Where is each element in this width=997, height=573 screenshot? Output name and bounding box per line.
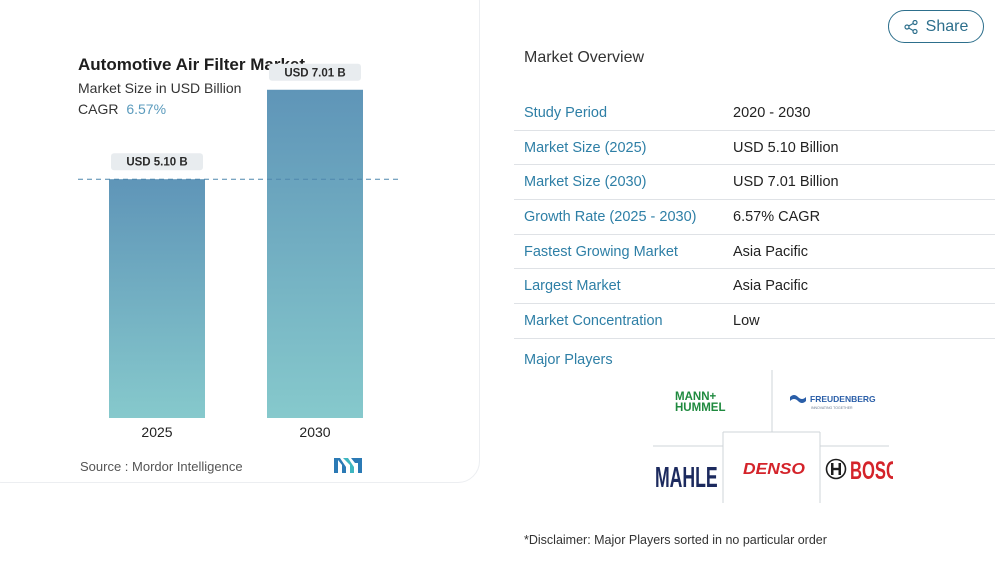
bosch-logo: BOSCH — [825, 457, 893, 485]
cagr-label: CAGR — [78, 101, 119, 117]
share-icon — [904, 19, 918, 34]
overview-label: Largest Market — [524, 278, 621, 295]
overview-value: 6.57% CAGR — [733, 208, 821, 225]
bar-2030 — [267, 89, 363, 418]
svg-text:MANN+: MANN+ — [675, 391, 716, 403]
chart-cagr: CAGR 6.57% — [78, 101, 166, 117]
chart-title: Automotive Air Filter Market — [78, 55, 306, 74]
svg-text:HUMMEL: HUMMEL — [675, 402, 725, 414]
overview-value: Low — [733, 312, 760, 329]
x-tick-label: 2030 — [299, 424, 330, 440]
bar-2025 — [109, 179, 205, 418]
svg-text:INNOVATING TOGETHER: INNOVATING TOGETHER — [811, 406, 853, 410]
data-label-bg — [111, 153, 203, 171]
overview-row: Fastest Growing Market Asia Pacific — [514, 235, 995, 270]
share-button[interactable]: Share — [888, 10, 984, 43]
x-tick-label: 2025 — [141, 424, 172, 440]
overview-label: Study Period — [524, 104, 608, 121]
disclaimer: *Disclaimer: Major Players sorted in no … — [524, 533, 827, 547]
chart-source: Source : Mordor Intelligence — [80, 459, 243, 474]
svg-text:BOSCH: BOSCH — [850, 457, 893, 485]
mann-hummel-logo: MANN+ HUMMEL — [675, 391, 725, 414]
data-label: USD 7.01 B — [284, 67, 345, 79]
svg-text:DENSO: DENSO — [743, 461, 806, 478]
share-label: Share — [925, 17, 969, 35]
mahle-logo: MAHLE — [655, 462, 718, 494]
data-label: USD 5.10 B — [126, 157, 187, 169]
denso-logo: DENSO — [743, 461, 806, 478]
overview-value: USD 5.10 Billion — [733, 139, 839, 156]
svg-text:MAHLE: MAHLE — [655, 462, 718, 494]
cagr-value: 6.57% — [126, 101, 167, 117]
overview-heading: Market Overview — [524, 49, 645, 66]
overview-value: Asia Pacific — [733, 243, 808, 260]
overview-row: Largest Market Asia Pacific — [514, 269, 995, 305]
overview-label: Market Size (2030) — [524, 174, 647, 191]
overview-label: Market Concentration — [524, 312, 663, 329]
mordor-logo-icon — [334, 458, 362, 473]
players-logo-grid: MANN+ HUMMEL FREUDENBERG INNOVATING TOGE… — [653, 370, 893, 503]
overview-label: Fastest Growing Market — [524, 243, 678, 260]
bar-chart: USD 5.10 B 2025 USD 7.01 B 2030 — [78, 63, 398, 440]
overview-row: Study Period 2020 - 2030 — [514, 96, 995, 131]
overview-value: 2020 - 2030 — [733, 104, 811, 121]
overview-value: USD 7.01 Billion — [733, 174, 839, 191]
chart-card — [0, 0, 480, 483]
data-label-bg — [269, 63, 361, 81]
overview-row: Market Concentration Low — [514, 304, 995, 339]
overview-table: Study Period 2020 - 2030 Market Size (20… — [514, 96, 995, 339]
overview-row: Market Size (2025) USD 5.10 Billion — [514, 131, 995, 166]
overview-label: Growth Rate (2025 - 2030) — [524, 208, 697, 225]
overview-label: Market Size (2025) — [524, 139, 647, 156]
freudenberg-logo: FREUDENBERG INNOVATING TOGETHER — [790, 394, 876, 410]
overview-value: Asia Pacific — [733, 278, 808, 295]
chart-subtitle: Market Size in USD Billion — [78, 80, 242, 96]
svg-text:FREUDENBERG: FREUDENBERG — [810, 394, 876, 404]
overview-row: Growth Rate (2025 - 2030) 6.57% CAGR — [514, 200, 995, 235]
players-heading: Major Players — [524, 352, 613, 368]
overview-row: Market Size (2030) USD 7.01 Billion — [514, 165, 995, 201]
